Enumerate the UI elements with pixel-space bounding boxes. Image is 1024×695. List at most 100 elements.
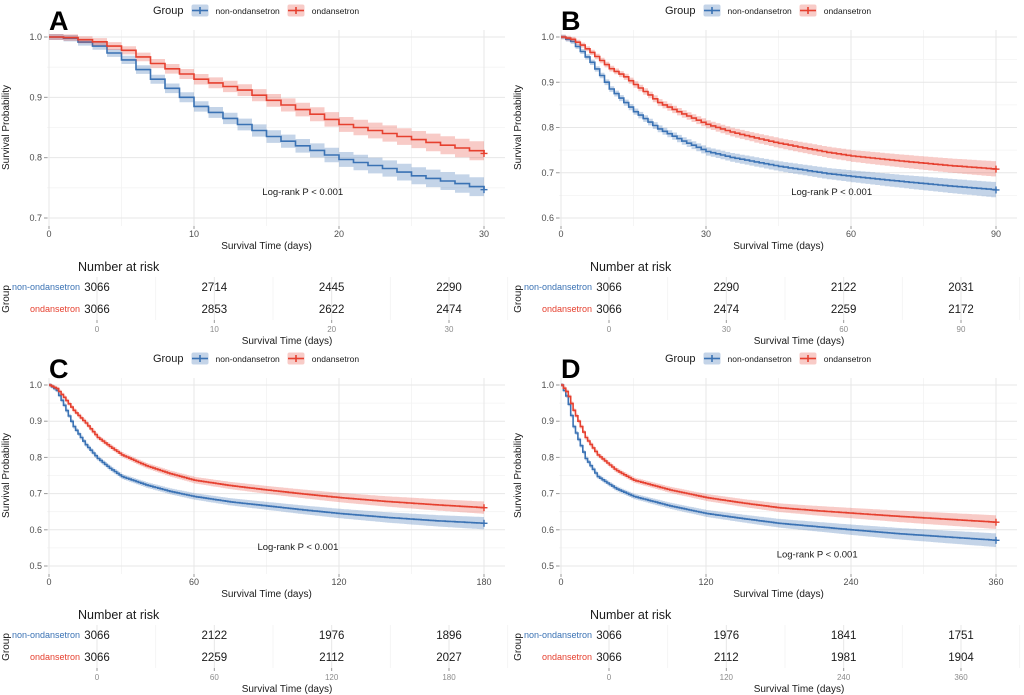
x-tick-label: 0 (558, 577, 563, 587)
risk-value: 1904 (948, 652, 974, 664)
risk-x-tick-label: 30 (445, 325, 454, 334)
risk-x-tick-label: 60 (210, 673, 219, 682)
risk-group-axis-title: Group (1, 633, 12, 661)
risk-value: 2112 (319, 652, 344, 664)
risk-group-label: non-ondansetron (524, 282, 592, 292)
x-tick-label: 60 (189, 577, 199, 587)
risk-x-tick-label: 120 (325, 673, 339, 682)
risk-table-title: Number at risk (590, 260, 672, 274)
risk-x-axis-title: Survival Time (days) (242, 684, 333, 695)
risk-x-tick-label: 0 (95, 325, 100, 334)
panel-d: Group non-ondansetron ondansetron 1.0 0.9… (512, 348, 1024, 695)
risk-x-axis-title: Survival Time (days) (242, 336, 333, 347)
legend-label-non-ondansetron: non-ondansetron (215, 353, 280, 364)
x-tick-label: 60 (846, 229, 856, 239)
x-axis-title: Survival Time (days) (733, 241, 824, 252)
legend-key-ondansetron-icon (799, 352, 817, 365)
risk-x-tick-label: 20 (327, 325, 336, 334)
legend-title: Group (152, 352, 184, 365)
legend: Group non-ondansetron ondansetron (0, 348, 512, 366)
legend-label-ondansetron: ondansetron (311, 5, 360, 16)
confidence-band-non-ondansetron (49, 34, 484, 200)
legend: Group non-ondansetron ondansetron (0, 0, 512, 18)
survival-curve-ondansetron (561, 384, 997, 523)
risk-value: 2474 (436, 304, 462, 316)
x-tick-label: 180 (476, 577, 491, 587)
risk-table-title: Number at risk (78, 260, 160, 274)
y-tick-label: 1.0 (29, 32, 42, 42)
legend-key-ondansetron-icon (287, 352, 305, 365)
legend-key-non-ondansetron-icon (191, 352, 209, 365)
risk-group-label: non-ondansetron (524, 630, 592, 640)
legend-key-ondansetron-icon (799, 4, 817, 17)
survival-curve-ondansetron (49, 384, 485, 509)
y-tick-label: 0.9 (541, 416, 554, 426)
y-tick-label: 0.8 (29, 153, 42, 163)
risk-value: 2112 (714, 652, 739, 664)
risk-x-tick-label: 360 (954, 673, 968, 682)
risk-table-c: Number at risk non-ondansetron 3066 2122 197… (1, 608, 509, 695)
risk-table-d: Number at risk non-ondansetron 3066 1976 184… (513, 608, 1021, 695)
risk-table-title: Number at risk (590, 608, 672, 622)
x-tick-label: 240 (843, 577, 858, 587)
y-tick-label: 0.9 (541, 77, 554, 87)
risk-x-tick-label: 90 (957, 325, 966, 334)
survival-curve-ondansetron (561, 36, 997, 170)
panel-a: Group non-ondansetron ondansetron 1.0 0.9… (0, 0, 512, 348)
legend: Group non-ondansetron ondansetron (512, 348, 1024, 366)
y-tick-label: 0.7 (541, 489, 554, 499)
survival-curve-non-ondansetron (561, 36, 997, 191)
y-tick-label: 0.5 (541, 561, 554, 571)
risk-x-tick-label: 10 (210, 325, 219, 334)
y-tick-label: 0.8 (541, 452, 554, 462)
panel-letter: A (49, 6, 69, 36)
confidence-band-ondansetron (561, 34, 996, 177)
legend-label-non-ondansetron: non-ondansetron (215, 5, 280, 16)
risk-group-label: non-ondansetron (12, 630, 80, 640)
x-tick-label: 360 (988, 577, 1003, 587)
x-axis-title: Survival Time (days) (733, 589, 824, 600)
confidence-band-ondansetron (49, 383, 484, 514)
survival-plot-b: 1.0 0.9 0.8 0.7 0.6 0 30 60 90 Survival Time (day… (513, 6, 1017, 252)
panel-letter: B (561, 6, 581, 36)
x-tick-label: 90 (991, 229, 1001, 239)
risk-group-label: ondansetron (30, 652, 80, 662)
risk-x-tick-label: 60 (839, 325, 848, 334)
risk-x-tick-label: 0 (95, 673, 100, 682)
legend-key-non-ondansetron-icon (703, 4, 721, 17)
x-axis-title: Survival Time (days) (221, 589, 312, 600)
legend-label-non-ondansetron: non-ondansetron (727, 353, 792, 364)
risk-value: 2853 (202, 304, 228, 316)
legend-title: Group (664, 352, 696, 365)
y-axis-title: Survival Probability (1, 433, 12, 518)
legend-key-non-ondansetron-icon (191, 4, 209, 17)
risk-value: 2474 (714, 304, 740, 316)
legend-label-ondansetron: ondansetron (311, 353, 360, 364)
panel-b: Group non-ondansetron ondansetron 1.0 0.9… (512, 0, 1024, 348)
survival-curve-ondansetron (49, 36, 485, 154)
risk-value: 3066 (596, 652, 622, 664)
panel-letter: D (561, 354, 581, 384)
survival-plot-d: 1.0 0.9 0.8 0.7 0.6 0.5 0 120 240 360 Survival Tim… (513, 354, 1017, 600)
y-tick-label: 0.9 (29, 416, 42, 426)
y-tick-label: 1.0 (541, 380, 554, 390)
risk-value: 3066 (84, 630, 110, 642)
risk-group-label: ondansetron (542, 652, 592, 662)
risk-value: 2259 (202, 652, 228, 664)
x-tick-label: 120 (698, 577, 713, 587)
risk-value: 2122 (202, 630, 228, 642)
risk-value: 3066 (84, 282, 110, 294)
risk-value: 3066 (596, 630, 622, 642)
logrank-annotation: Log-rank P < 0.001 (262, 187, 343, 198)
x-axis-title: Survival Time (days) (221, 241, 312, 252)
legend-key-non-ondansetron-icon (703, 352, 721, 365)
risk-group-axis-title: Group (513, 285, 524, 313)
y-tick-label: 0.7 (29, 213, 42, 223)
risk-value: 2622 (319, 304, 345, 316)
risk-x-axis-title: Survival Time (days) (754, 684, 845, 695)
x-tick-label: 20 (334, 229, 344, 239)
y-tick-label: 1.0 (29, 380, 42, 390)
survival-curve-non-ondansetron (49, 36, 485, 190)
risk-value: 2031 (948, 282, 974, 294)
